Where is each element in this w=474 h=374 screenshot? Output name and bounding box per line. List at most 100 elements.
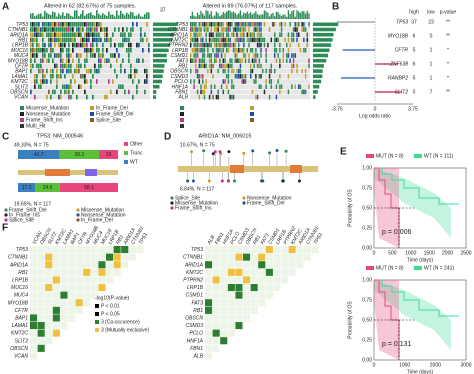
heat-cell [52,276,60,284]
cell [60,37,62,43]
cell [116,74,118,79]
cell [42,79,44,84]
cell [94,63,96,69]
heat-cell [60,299,68,307]
cell [72,48,74,53]
gene-label: CSMD3 [185,323,203,329]
cell [30,53,32,58]
cell [36,42,38,48]
heat-cell [37,268,45,276]
cell [262,37,264,43]
cell [190,27,192,32]
cell [275,58,278,63]
cell [80,22,82,27]
gene-label: PCLO [174,79,188,85]
heat-cell [205,261,213,269]
bar [243,12,245,19]
cell [232,84,235,89]
cell [132,27,134,32]
bar [267,12,269,19]
cell [303,22,305,27]
cell [251,68,254,74]
cell [296,68,298,74]
heat-cell [311,246,319,254]
heat-cell [90,291,98,299]
legend-label: WT [130,159,138,165]
cell [258,42,261,48]
cell [86,37,88,43]
cell [38,63,40,69]
heat-cell [243,268,251,276]
cell [104,94,106,100]
gene-label: PTPRN2 [168,43,188,49]
tick-label: 1500 [424,250,435,256]
heat-cell [83,253,91,261]
cell [132,94,134,100]
heat-cell [75,299,83,307]
legend-swatch [90,112,94,116]
heat-cell [30,246,38,254]
cell [196,74,199,79]
bar [279,14,281,19]
cell [68,48,70,53]
cell [190,79,192,84]
cell [32,48,34,53]
cell [86,68,88,74]
cell [250,48,252,53]
cell [108,79,110,84]
heat-cell [75,261,83,269]
side-bar [313,69,323,73]
cell [236,48,238,53]
cell [84,37,86,43]
heat-cell [52,322,60,330]
cell [243,37,245,43]
bar [72,16,74,19]
cell [36,74,38,79]
stacked-segment [59,150,99,159]
cell [112,32,114,37]
cell [231,63,233,69]
cell [128,53,130,58]
legend-label: Frame_Shift_Del [9,207,47,213]
heat-cell [212,261,220,269]
cell [52,37,54,43]
heat-cell [235,284,243,292]
cell [134,68,136,74]
cell [116,48,118,53]
cell [86,79,88,84]
bar [106,15,108,19]
cell [198,58,201,63]
heat-cell [106,261,114,269]
cell [296,27,298,32]
cell [203,94,206,100]
heat-cell [37,329,45,337]
lollipop [261,179,265,183]
bar [287,10,290,19]
cell [272,22,274,27]
heat-cell [235,261,243,269]
cell [42,32,44,37]
side-bar [313,53,328,58]
cell [268,27,271,32]
bar [229,10,231,19]
cell [66,84,68,89]
cell [46,27,48,32]
heat-cell [265,261,273,269]
cell-text: * [447,47,449,53]
cell [56,27,58,32]
bar [286,16,288,19]
tick-label: 1000 [405,250,416,256]
cell [146,74,148,79]
cell [215,53,218,58]
cell [243,79,245,84]
cell [279,58,281,63]
cell [138,42,140,48]
heat-cell [106,276,114,284]
cell [208,58,211,63]
panel-title: Altered in 89 (76.07%) of 117 samples. [203,3,298,9]
cell [253,32,255,37]
legend-dot [4,208,8,212]
cell [268,74,271,79]
cell [30,27,32,32]
cell [142,58,144,63]
